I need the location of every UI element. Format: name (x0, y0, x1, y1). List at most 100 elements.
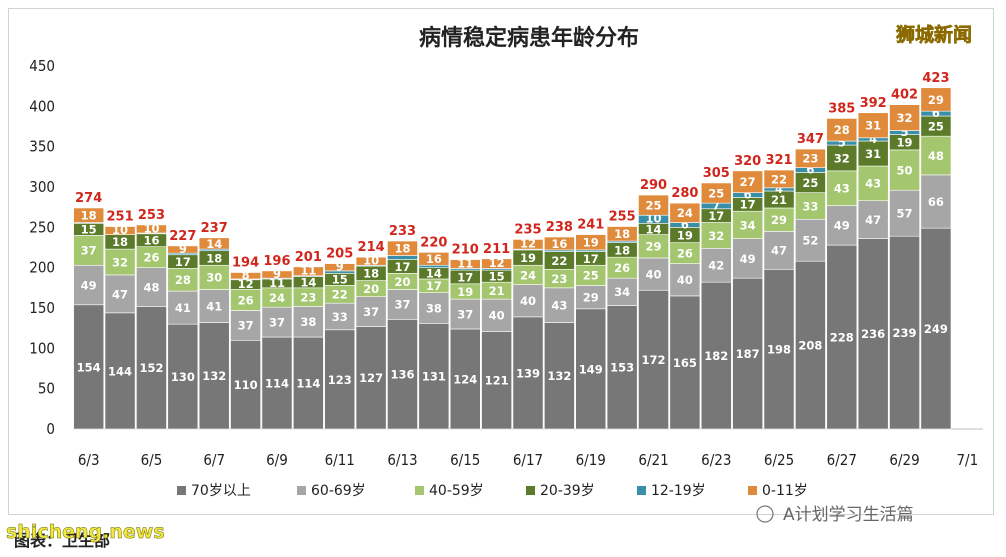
total-label: 237 (201, 221, 228, 236)
segment-label: 48 (928, 149, 944, 163)
total-label: 233 (389, 224, 416, 239)
bar-segment (449, 328, 481, 430)
legend-item: 20-39岁 (526, 483, 595, 499)
bar-stack: 132 43 23 22 16 (544, 236, 575, 430)
segment-label: 121 (485, 374, 509, 388)
site-watermark: shicheng.news (6, 521, 165, 543)
segment-label: 27 (740, 175, 756, 189)
segment-label: 22 (332, 288, 348, 302)
total-label: 320 (734, 154, 761, 169)
bar-segment (700, 281, 732, 430)
total-label: 251 (106, 210, 133, 225)
segment-label: 24 (520, 268, 536, 282)
bar-segment (136, 306, 167, 430)
segment-label: 26 (238, 293, 254, 307)
segment-label: 6 (806, 162, 814, 176)
segment-label: 114 (265, 376, 289, 390)
bar-segment (167, 323, 199, 430)
segment-label: 22 (551, 254, 567, 268)
segment-label: 34 (614, 285, 630, 299)
bar-segment (826, 118, 858, 142)
total-label: 238 (546, 220, 573, 235)
bar-segment (198, 237, 230, 250)
bar-segment (355, 296, 387, 327)
bar-segment (669, 295, 701, 430)
segment-label: 26 (614, 261, 630, 275)
segment-label: 25 (802, 176, 818, 190)
segment-label: 9 (273, 267, 281, 281)
bar-segment (857, 140, 889, 167)
chart-svg: 病情稳定病患年龄分布 狮城新闻 050100150200250300350400… (29, 23, 983, 499)
segment-label: 29 (583, 290, 599, 304)
bar-segment (763, 268, 795, 430)
bar-segment (795, 218, 826, 262)
segment-label: 10 (143, 221, 159, 235)
segment-label: 208 (798, 338, 822, 352)
bar-segment (857, 165, 889, 202)
total-label: 201 (295, 250, 322, 265)
x-tick-label: 7/1 (956, 451, 978, 469)
legend-swatch (297, 486, 306, 495)
segment-label: 15 (332, 273, 348, 287)
segment-label: 24 (269, 291, 285, 305)
segment-label: 236 (861, 327, 885, 341)
bar-segment (387, 255, 418, 260)
brand-logo-text: 狮城新闻 (896, 23, 972, 46)
segment-label: 21 (771, 193, 787, 207)
x-tick-label: 6/19 (576, 451, 606, 469)
segment-label: 14 (646, 222, 662, 236)
x-tick-label: 6/29 (889, 451, 919, 469)
segment-label: 7 (712, 198, 720, 212)
total-label: 227 (169, 229, 196, 244)
bar-segment (136, 267, 167, 307)
total-label: 205 (326, 247, 353, 262)
segment-label: 19 (897, 136, 913, 150)
total-label: 220 (420, 235, 447, 250)
y-tick-label: 100 (29, 339, 55, 357)
segment-label: 28 (175, 273, 191, 287)
bar-segment (732, 170, 764, 193)
bar-segment (292, 336, 324, 430)
segment-label: 17 (426, 279, 442, 293)
segment-label: 47 (112, 287, 128, 301)
segment-label: 49 (740, 252, 756, 266)
bar-segment (136, 224, 167, 234)
bar-segment (732, 210, 764, 239)
legend-swatch (415, 486, 424, 495)
segment-label: 19 (457, 285, 473, 299)
segment-label: 29 (646, 240, 662, 254)
segment-label: 12 (520, 237, 536, 251)
segment-label: 8 (242, 268, 250, 282)
legend-item: 40-59岁 (415, 483, 484, 499)
segment-label: 32 (897, 111, 913, 125)
bar-segment (732, 238, 764, 279)
segment-label: 110 (234, 378, 258, 392)
segment-label: 20 (394, 275, 410, 289)
y-tick-label: 350 (29, 138, 55, 156)
segment-label: 23 (551, 272, 567, 286)
segment-label: 23 (802, 152, 818, 166)
bar-segment (638, 194, 669, 216)
segment-label: 114 (296, 376, 320, 390)
segment-label: 127 (359, 371, 383, 385)
segment-label: 14 (300, 276, 316, 290)
segment-label: 47 (865, 213, 881, 227)
segment-label: 43 (834, 182, 850, 196)
legend: 70岁以上 60-69岁 40-59岁 20-39岁 12-19岁 0-11岁 (177, 483, 808, 499)
bar-segment (355, 256, 387, 266)
segment-label: 153 (610, 361, 634, 375)
segment-label: 19 (677, 228, 693, 242)
bar-segment (261, 336, 293, 430)
y-tick-label: 300 (29, 178, 55, 196)
bar-segment (481, 258, 512, 269)
segment-label: 249 (924, 322, 948, 336)
bar-segment (261, 270, 293, 279)
segment-label: 132 (202, 369, 226, 383)
legend-label: 60-69岁 (311, 483, 366, 499)
segment-label: 32 (708, 229, 724, 243)
bar-segment (700, 182, 732, 204)
